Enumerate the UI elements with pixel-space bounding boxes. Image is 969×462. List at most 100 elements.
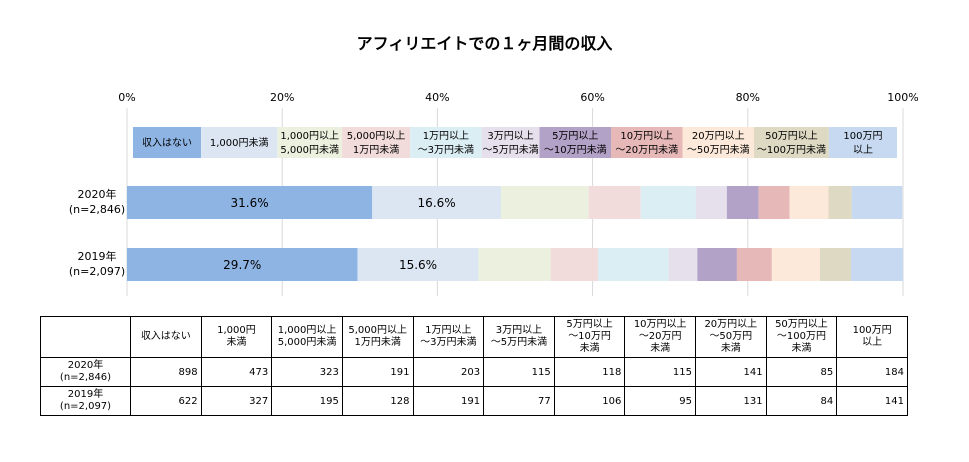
table-cell: 323: [271, 357, 343, 387]
bar-segment: [758, 186, 790, 219]
legend-swatch: [828, 127, 897, 158]
table-column-header: 3万円以上 ～5万円未満: [483, 316, 555, 358]
legend-entry: 5万円以上～10万円未満: [544, 130, 607, 156]
x-tick-label: 0%: [118, 91, 135, 104]
table-cell: 203: [412, 357, 485, 387]
legend-entry: 収入はない: [142, 137, 192, 149]
data-label: 31.6%: [231, 196, 269, 210]
table-cell: 473: [200, 357, 273, 387]
chart-title: アフィリエイトでの１ヶ月間の収入: [356, 34, 613, 53]
x-tick-label: 20%: [270, 91, 294, 104]
table-column-header: 100万円 以上: [836, 316, 908, 358]
table-column-header: 10万円以上 ～20万円 未満: [624, 316, 696, 358]
data-label: 15.6%: [399, 258, 437, 272]
bar-segment: [851, 186, 903, 219]
category-labels: 2020年(n=2,846) 2019年(n=2,097): [69, 187, 125, 278]
legend-swatch: [611, 127, 683, 158]
legend-entry: 3万円以上～5万円未満: [482, 130, 538, 156]
table-row-header: 2020年 (n=2,846): [40, 357, 131, 387]
legend-entry: 50万円以上～100万円未満: [757, 130, 826, 156]
bar-segment: [598, 248, 669, 281]
category-label: 2020年(n=2,846): [69, 187, 125, 216]
legend-entry: 10万円以上～20万円未満: [615, 130, 678, 156]
table-cell: 115: [483, 357, 555, 387]
legend-entry: 100万円以上: [843, 131, 882, 156]
table-cell: 327: [200, 386, 273, 416]
stacked-bar-chart: 0% 20% 40% 60% 80% 100% 収入はない 1,000円未満 1,000円以上…: [69, 91, 919, 296]
table-cell: 128: [341, 386, 414, 416]
table-row: 2019年 (n=2,097) 622 327 195 128 191 77 106 95 131…: [40, 386, 908, 416]
legend-swatch: [682, 127, 755, 158]
data-label: 29.7%: [223, 258, 261, 272]
table-cell: 898: [130, 357, 202, 387]
table-column-header: 1万円以上 ～3万円未満: [412, 316, 485, 358]
legend-entry: 5,000円以上 1万円未満: [347, 130, 406, 156]
legend-swatch: [133, 127, 202, 158]
bar-segment: [726, 186, 759, 219]
legend-swatch: [342, 127, 411, 158]
table-cell: 84: [765, 386, 838, 416]
table-cell: 85: [765, 357, 838, 387]
bar-segment: [550, 248, 599, 281]
legend-entry: 20万円以上～50万円未満: [687, 130, 750, 156]
bar-segment: [372, 186, 502, 219]
table-column-header: 20万円以上 ～50万円 未満: [695, 316, 767, 358]
data-label: 16.6%: [418, 196, 456, 210]
x-tick-label: 100%: [887, 91, 918, 104]
legend-swatch: [539, 127, 612, 158]
table-cell: 141: [695, 357, 767, 387]
bar-segment: [771, 248, 820, 281]
bar-segment: [828, 186, 852, 219]
table-header-row: 収入はない 1,000円 未満 1,000円以上 5,000円未満 5,000円以上 …: [40, 316, 908, 358]
bars: 31.6% 16.6% 29.7% 15.6%: [127, 186, 903, 281]
table-cell: 95: [624, 386, 696, 416]
table-cell: 118: [553, 357, 626, 387]
table-column-header: 収入はない: [130, 316, 202, 358]
legend-swatch: [201, 127, 278, 158]
bar-segment: [127, 248, 358, 281]
table-corner-cell: [40, 316, 131, 358]
bar-segment: [588, 186, 641, 219]
bar-segment: [736, 248, 772, 281]
bar-segment: [127, 186, 373, 219]
table-cell: 191: [341, 357, 414, 387]
table-column-header: 5万円以上 ～10万円 未満: [553, 316, 626, 358]
legend-swatch: [277, 127, 343, 158]
legend-swatch: [481, 127, 540, 158]
bar-segment: [851, 248, 903, 281]
bar-segment: [695, 186, 727, 219]
x-tick-label: 80%: [736, 91, 760, 104]
bar-segment: [501, 186, 589, 219]
legend-entry: 1万円以上～3万円未満: [418, 130, 474, 156]
bar-segment: [819, 248, 852, 281]
table-cell: 106: [553, 386, 626, 416]
table-cell: 191: [412, 386, 485, 416]
table-cell: 195: [271, 386, 343, 416]
table-column-header: 1,000円 未満: [200, 316, 273, 358]
table-cell: 184: [836, 357, 908, 387]
legend-swatch: [754, 127, 829, 158]
legend-entry: 1,000円未満: [210, 137, 269, 149]
bar-segment: [789, 186, 829, 219]
table-column-header: 50万円以上 ～100万円 未満: [765, 316, 838, 358]
bar-segment: [357, 248, 479, 281]
table-row-header: 2019年 (n=2,097): [40, 386, 131, 416]
table-cell: 131: [695, 386, 767, 416]
table-column-header: 1,000円以上 5,000円未満: [271, 316, 343, 358]
table-cell: 622: [130, 386, 202, 416]
bar-segment: [478, 248, 551, 281]
legend-swatch: [410, 127, 482, 158]
category-label: 2019年(n=2,097): [69, 249, 125, 278]
table-cell: 115: [624, 357, 696, 387]
x-tick-label: 40%: [425, 91, 449, 104]
x-tick-label: 60%: [580, 91, 604, 104]
x-tick-labels: 0% 20% 40% 60% 80% 100%: [118, 91, 918, 104]
bar-segment: [668, 248, 698, 281]
table-row: 2020年 (n=2,846) 898 473 323 191 203 115 118 115 1…: [40, 357, 908, 387]
data-table: 収入はない 1,000円 未満 1,000円以上 5,000円未満 5,000円以上 …: [40, 316, 908, 416]
table-cell: 141: [836, 386, 908, 416]
legend: 収入はない 1,000円未満 1,000円以上 5,000円未満 5,000円以上 1万円…: [133, 127, 897, 158]
table-cell: 77: [483, 386, 555, 416]
table-column-header: 5,000円以上 1万円未満: [341, 316, 414, 358]
legend-entry: 1,000円以上 5,000円未満: [280, 130, 339, 156]
